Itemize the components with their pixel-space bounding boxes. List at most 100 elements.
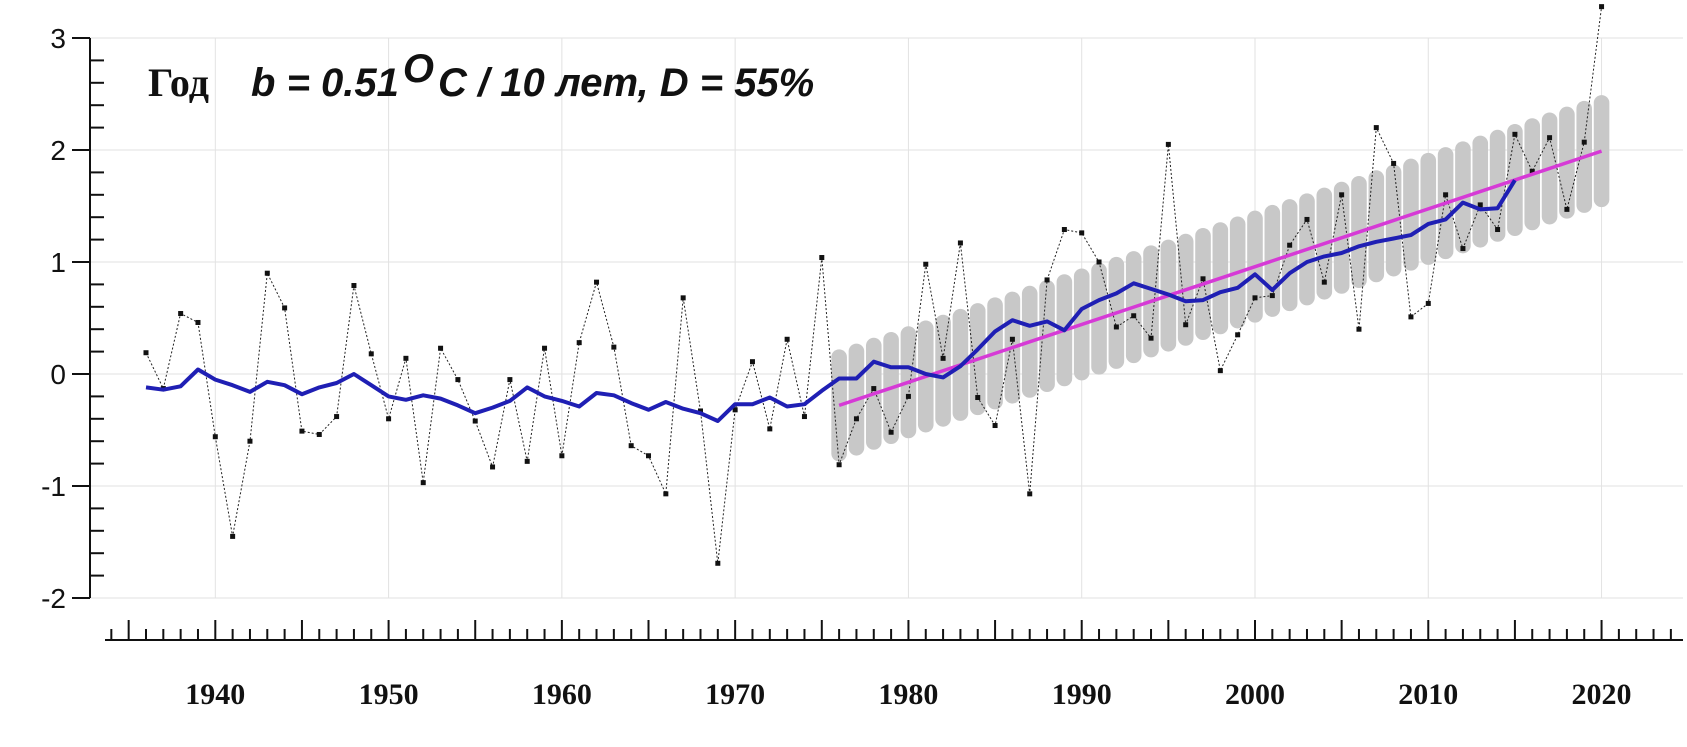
annual-point — [1113, 324, 1119, 330]
annual-point — [1165, 141, 1171, 147]
x-tick-label: 1960 — [532, 678, 592, 711]
y-tick-label: 2 — [50, 135, 66, 166]
moving-average-line — [145, 179, 1517, 423]
annual-point — [819, 255, 825, 261]
annual-point — [403, 355, 409, 361]
annual-point — [1547, 135, 1553, 141]
annual-point — [438, 345, 444, 351]
annual-point — [905, 393, 911, 399]
annual-point — [1564, 206, 1570, 212]
y-tick-label: 1 — [50, 247, 66, 278]
chart-title: Год b = 0.51 O C / 10 лет, D = 55% — [148, 47, 814, 105]
annual-point — [334, 414, 340, 420]
annual-point — [871, 386, 877, 392]
annual-point — [507, 377, 513, 383]
title-period: Год — [148, 60, 209, 105]
annual-point — [386, 416, 392, 422]
annual-point — [195, 319, 201, 325]
annual-point — [715, 560, 721, 566]
annual-point — [1477, 202, 1483, 208]
annual-point — [767, 426, 773, 432]
annual-point — [368, 351, 374, 357]
annual-point — [853, 416, 859, 422]
annual-point — [801, 414, 807, 420]
annual-point — [923, 261, 929, 267]
annual-point — [264, 270, 270, 276]
annual-point — [1460, 246, 1466, 252]
annual-point — [888, 429, 894, 435]
trend-line — [838, 149, 1603, 408]
annual-point — [1027, 491, 1033, 497]
annual-point — [351, 283, 357, 289]
annual-point — [1321, 279, 1327, 285]
title-degree-symbol: O — [403, 47, 434, 91]
annual-point — [1269, 293, 1275, 299]
annual-point — [559, 453, 565, 459]
x-tick-label: 1940 — [185, 678, 245, 711]
annual-point — [455, 377, 461, 383]
annual-point — [524, 458, 530, 464]
annual-point — [784, 336, 790, 342]
annual-point — [542, 345, 548, 351]
y-tick-label: -1 — [41, 471, 66, 502]
annual-point — [1044, 277, 1050, 283]
annual-point — [212, 434, 218, 440]
annual-point — [1183, 322, 1189, 328]
annual-point — [1443, 192, 1449, 198]
annual-point — [1529, 168, 1535, 174]
annual-point — [680, 295, 686, 301]
y-tick-label: 3 — [50, 23, 66, 54]
annual-point — [1512, 131, 1518, 137]
x-tick-label: 1990 — [1052, 678, 1112, 711]
annual-point — [143, 350, 149, 356]
annual-point — [316, 431, 322, 437]
annual-point — [1148, 335, 1154, 341]
annual-point — [1217, 368, 1223, 374]
title-stats: b = 0.51 — [251, 61, 399, 105]
grid-lines — [80, 37, 1683, 599]
annual-point — [1304, 216, 1310, 222]
x-tick-label: 1980 — [878, 678, 938, 711]
annual-point — [628, 443, 634, 449]
x-tick-label: 1950 — [359, 678, 419, 711]
annual-point — [1235, 332, 1241, 338]
annual-point — [1287, 242, 1293, 248]
annual-point — [472, 418, 478, 424]
annual-point — [299, 428, 305, 434]
annual-point — [247, 438, 253, 444]
annual-point — [1061, 227, 1067, 233]
annual-point — [1079, 230, 1085, 236]
annual-point — [1425, 300, 1431, 306]
annual-point — [490, 464, 496, 470]
annual-point — [230, 533, 236, 539]
y-axis: -2 -1 0 1 2 3 — [41, 23, 104, 614]
annual-point — [1408, 314, 1414, 320]
annual-point — [178, 311, 184, 317]
annual-point — [1581, 139, 1587, 145]
trend-series — [838, 149, 1603, 408]
annual-point — [957, 240, 963, 246]
annual-point — [646, 453, 652, 459]
annual-point — [1495, 227, 1501, 233]
annual-point — [975, 395, 981, 401]
annual-point — [1339, 192, 1345, 198]
annual-point — [1009, 336, 1015, 342]
annual-point — [836, 462, 842, 468]
x-tick-label: 2020 — [1572, 678, 1632, 711]
annual-point — [1599, 4, 1605, 10]
y-tick-label: 0 — [50, 359, 66, 390]
annual-point — [663, 491, 669, 497]
annual-point — [1252, 295, 1258, 301]
annual-point — [1356, 326, 1362, 332]
annual-point — [576, 340, 582, 346]
x-tick-label: 1970 — [705, 678, 765, 711]
annual-point — [611, 344, 617, 350]
annual-point — [1373, 125, 1379, 131]
annual-point — [1096, 259, 1102, 265]
annual-point — [697, 408, 703, 414]
annual-point — [749, 359, 755, 365]
annual-point — [282, 305, 288, 311]
annual-series — [143, 4, 1605, 566]
x-axis: 1940 1950 1960 1970 1980 1990 2000 2010 2020 — [105, 620, 1683, 711]
